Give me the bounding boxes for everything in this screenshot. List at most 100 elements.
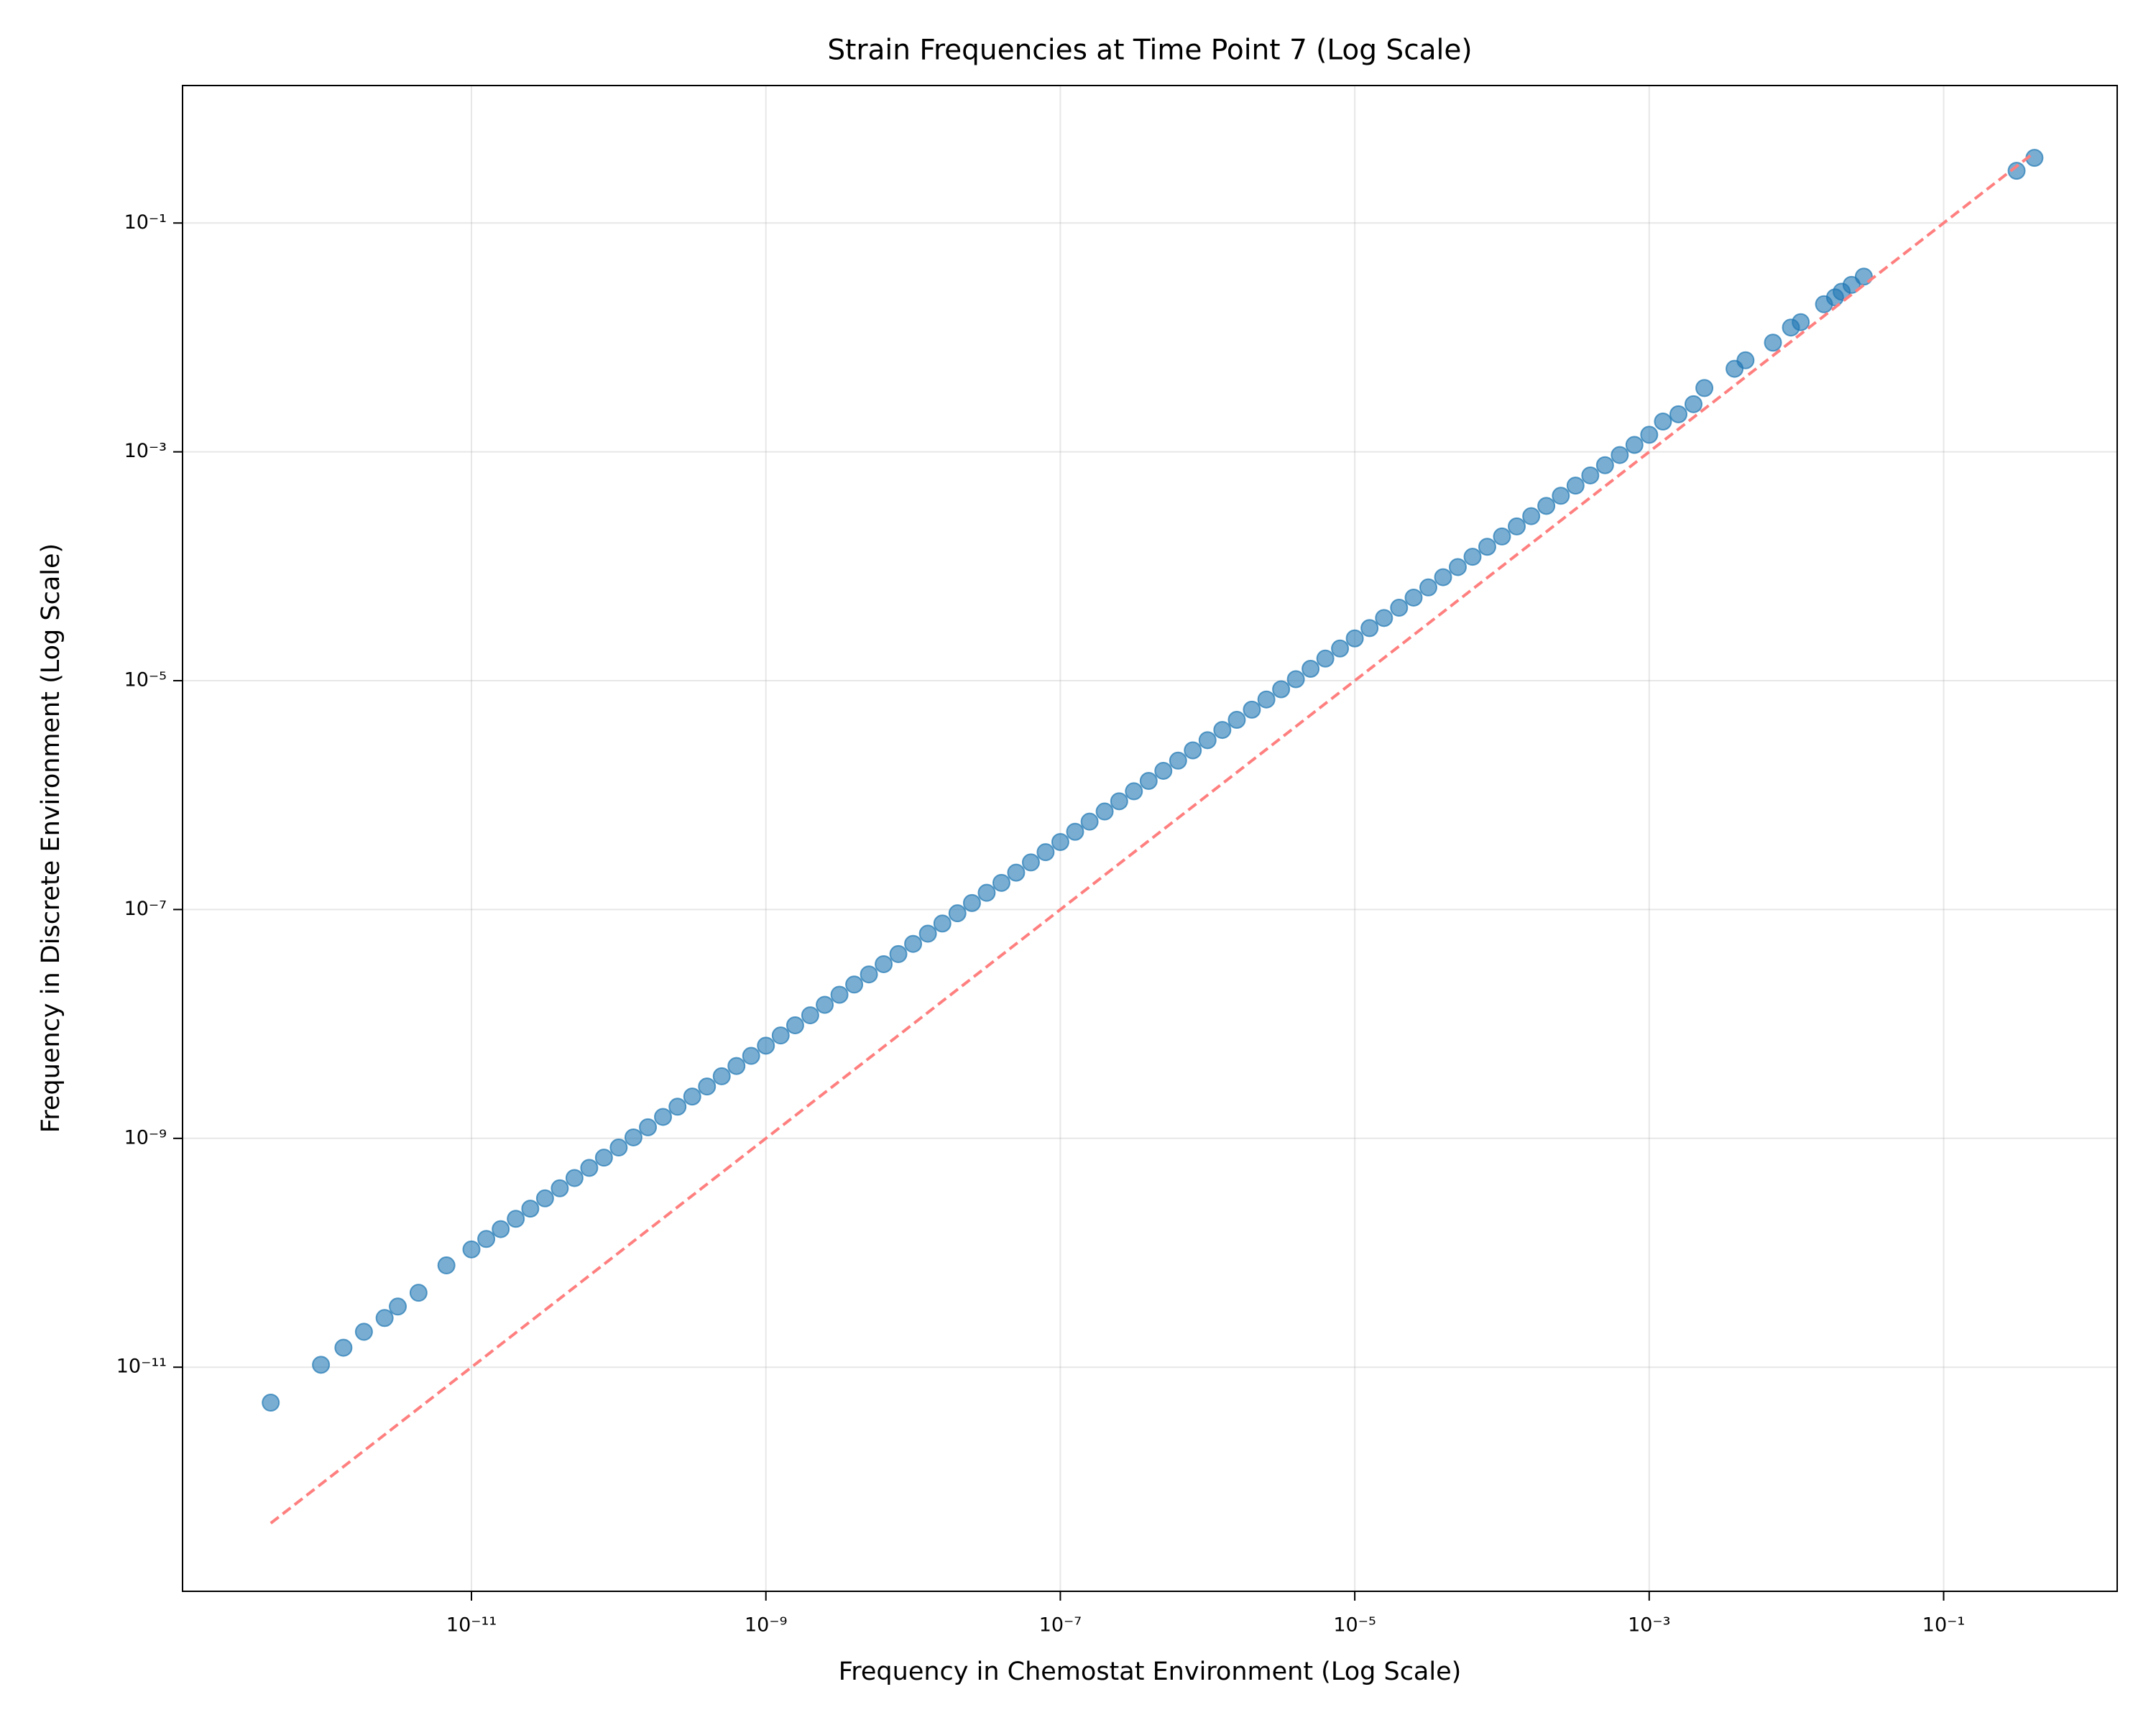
- scatter-point: [1611, 446, 1629, 464]
- scatter-point: [1169, 751, 1187, 770]
- scatter-point: [757, 1036, 775, 1055]
- x-tick-label: 10⁻¹: [1922, 1614, 1965, 1637]
- scatter-point: [1566, 477, 1585, 495]
- scatter-point: [1463, 548, 1482, 566]
- chart-title: Strain Frequencies at Time Point 7 (Log …: [827, 34, 1472, 67]
- scatter-point: [683, 1087, 701, 1106]
- scatter-point: [933, 914, 952, 933]
- scatter-point: [1640, 426, 1659, 444]
- scatter-point: [409, 1284, 428, 1302]
- scatter-point: [1448, 558, 1467, 576]
- scatter-point: [624, 1128, 642, 1146]
- scatter-point: [875, 954, 893, 973]
- scatter-point: [375, 1309, 394, 1328]
- scatter-point: [1581, 466, 1600, 484]
- scatter-point: [1360, 619, 1379, 638]
- scatter-point: [1154, 761, 1173, 780]
- scatter-point: [1286, 670, 1305, 689]
- scatter-point: [845, 975, 864, 994]
- scatter-point: [1404, 588, 1423, 607]
- x-tick-label: 10⁻¹¹: [446, 1614, 497, 1637]
- scatter-point: [580, 1159, 599, 1177]
- scatter-point: [1080, 812, 1099, 831]
- scatter-point: [639, 1118, 658, 1136]
- scatter-point: [1552, 487, 1570, 505]
- scatter-point: [860, 965, 878, 984]
- scatter-point: [1110, 792, 1128, 811]
- scatter-point: [727, 1057, 746, 1075]
- scatter-point: [1478, 538, 1496, 556]
- scatter-point: [742, 1046, 760, 1065]
- scatter-point: [1764, 334, 1782, 352]
- scatter-point: [1493, 527, 1511, 546]
- scatter-point: [712, 1067, 731, 1085]
- scatter-point: [1272, 680, 1291, 699]
- scatter-point: [1390, 599, 1409, 617]
- y-axis-label: Frequency in Discrete Environment (Log S…: [37, 543, 65, 1133]
- scatter-point: [1842, 275, 1861, 294]
- scatter-point: [492, 1220, 510, 1238]
- scatter-point: [1654, 412, 1672, 431]
- plot-frame: [182, 85, 2118, 1592]
- scatter-point: [1051, 833, 1069, 852]
- scatter-point: [1537, 497, 1556, 515]
- scatter-point: [334, 1338, 353, 1357]
- x-axis-label: Frequency in Chemostat Environment (Log …: [839, 1657, 1462, 1686]
- scatter-point: [462, 1240, 481, 1259]
- scatter-point: [992, 873, 1010, 892]
- scatter-point: [609, 1138, 628, 1157]
- x-tick-label: 10⁻⁵: [1333, 1614, 1376, 1637]
- scatter-point: [1508, 517, 1526, 535]
- y-tick-label: 10⁻¹¹: [116, 1356, 167, 1378]
- scatter-point: [1434, 568, 1452, 586]
- scatter-point: [437, 1256, 456, 1275]
- y-tick-label: 10⁻³: [124, 440, 167, 462]
- scatter-point: [1854, 267, 1873, 286]
- scatter-point: [1316, 649, 1335, 668]
- scatter-point: [1243, 700, 1261, 719]
- scatter-point: [535, 1189, 554, 1208]
- scatter-point: [594, 1149, 613, 1167]
- scatter-point: [354, 1322, 373, 1341]
- scatter-point: [565, 1169, 584, 1187]
- scatter-point: [1419, 578, 1437, 597]
- scatter-point: [1302, 660, 1320, 678]
- scatter-point: [786, 1016, 804, 1035]
- scatter-point: [1345, 629, 1364, 648]
- scatter-point: [654, 1108, 673, 1126]
- scatter-point: [1184, 741, 1202, 760]
- scatter-point: [1684, 395, 1703, 413]
- scatter-point: [904, 934, 923, 953]
- scatter-point: [830, 985, 849, 1004]
- scatter-point: [1695, 379, 1714, 397]
- scatter-point: [389, 1297, 407, 1316]
- scatter-point: [698, 1077, 717, 1096]
- scatter-point: [1522, 507, 1541, 525]
- scatter-point: [801, 1006, 819, 1025]
- scatter-point: [1125, 782, 1143, 801]
- scatter-point: [312, 1356, 331, 1374]
- scatter-point: [889, 944, 908, 963]
- scatter-point: [1007, 863, 1026, 882]
- scatter-point: [1036, 843, 1055, 862]
- scatter-point: [1736, 351, 1755, 369]
- scatter-point: [550, 1179, 569, 1197]
- scatter-point: [477, 1230, 496, 1248]
- y-tick-label: 10⁻⁵: [124, 669, 167, 691]
- reference-line: [270, 151, 2036, 1524]
- scatter-point: [1021, 853, 1040, 872]
- scatter-point: [1139, 772, 1158, 791]
- scatter-point: [1331, 639, 1350, 658]
- scatter-point: [1375, 609, 1393, 627]
- scatter-point: [1198, 731, 1217, 750]
- scatter-point: [1625, 436, 1644, 454]
- scatter-point: [948, 904, 967, 923]
- scatter-point: [977, 883, 996, 902]
- scatter-point: [962, 893, 981, 912]
- scatter-point: [1669, 405, 1687, 423]
- scatter-point: [1095, 802, 1114, 821]
- scatter-point: [1066, 822, 1084, 841]
- scatter-point: [771, 1026, 790, 1045]
